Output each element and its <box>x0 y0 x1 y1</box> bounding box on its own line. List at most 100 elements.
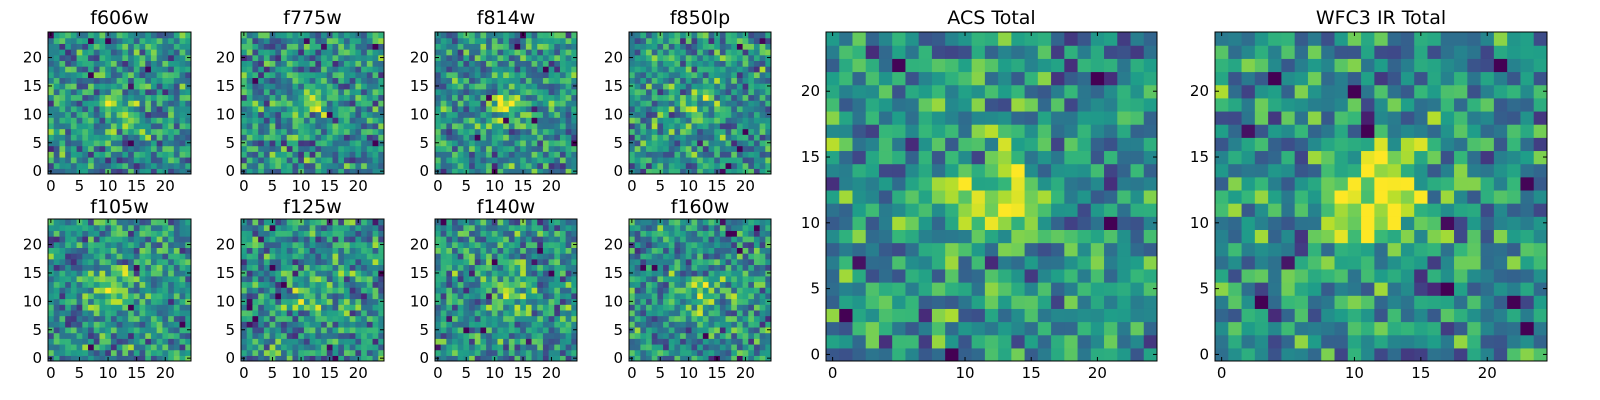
heatmap-cell <box>691 32 698 39</box>
heatmap-cell <box>559 253 567 260</box>
heatmap-cell <box>554 338 561 345</box>
heatmap-cell <box>326 77 334 84</box>
heatmap-cell <box>173 66 181 73</box>
heatmap-cell <box>378 162 384 169</box>
heatmap-cell <box>173 355 181 361</box>
heatmap-cell <box>446 71 453 79</box>
heatmap-cell <box>457 49 464 56</box>
heatmap-cell <box>520 287 527 294</box>
heatmap-cell <box>525 343 533 351</box>
heatmap-cell <box>691 156 698 164</box>
heatmap-cell <box>748 343 755 351</box>
heatmap-cell <box>646 43 653 50</box>
heatmap-cell <box>446 37 453 44</box>
heatmap-cell <box>525 94 533 101</box>
heatmap-cell <box>674 309 681 317</box>
heatmap-cell <box>185 32 191 39</box>
heatmap-cell <box>263 355 271 361</box>
heatmap-cell <box>503 49 510 56</box>
heatmap-cell <box>474 292 482 300</box>
heatmap-cell <box>663 88 670 96</box>
heatmap-cell <box>361 49 368 56</box>
heatmap-cell <box>326 94 334 101</box>
heatmap-cell <box>497 134 504 141</box>
heatmap-cell <box>571 117 577 124</box>
heatmap-cell <box>742 315 749 322</box>
heatmap-cell <box>309 270 316 277</box>
heatmap-cell <box>349 281 356 288</box>
heatmap-cell <box>725 43 732 50</box>
heatmap-cell <box>145 37 152 44</box>
heatmap-cell <box>514 241 521 248</box>
heatmap-cell <box>491 100 499 107</box>
heatmap-cell <box>657 60 664 67</box>
heatmap-cell <box>646 326 653 334</box>
heatmap-cell <box>525 162 533 169</box>
heatmap-cell <box>139 258 146 266</box>
heatmap-cell <box>269 264 276 271</box>
heatmap-cell <box>508 315 516 322</box>
heatmap-cell <box>629 156 636 164</box>
heatmap-cell <box>491 287 499 294</box>
heatmap-cell <box>702 100 710 107</box>
heatmap-cell <box>179 66 186 73</box>
heatmap-cell <box>731 355 738 361</box>
heatmap-cell <box>469 60 476 67</box>
heatmap-cell <box>156 281 163 288</box>
heatmap-cell <box>531 151 538 158</box>
heatmap-cell <box>173 281 181 288</box>
heatmap-cell <box>719 83 727 90</box>
heatmap-cell <box>286 304 294 311</box>
heatmap-cell <box>332 162 339 169</box>
heatmap-cell <box>372 304 379 311</box>
heatmap-cell <box>116 287 123 294</box>
heatmap-cell <box>668 94 676 101</box>
heatmap-cell <box>179 100 186 107</box>
heatmap-cell <box>298 128 305 135</box>
heatmap-cell <box>258 287 265 294</box>
heatmap-cell <box>702 162 710 169</box>
heatmap-cell <box>634 168 641 174</box>
heatmap-cell <box>338 60 345 67</box>
heatmap-cell <box>298 315 305 322</box>
heatmap-cell <box>355 304 362 311</box>
heatmap-cell <box>554 219 561 226</box>
heatmap-cell <box>520 309 527 317</box>
heatmap-cell <box>122 122 129 130</box>
heatmap-cell <box>440 219 447 226</box>
heatmap-cell <box>292 287 299 294</box>
heatmap-cell <box>173 338 181 345</box>
heatmap-cell <box>531 315 538 322</box>
heatmap-cell <box>99 128 106 135</box>
heatmap-cell <box>76 94 83 101</box>
heatmap-cell <box>355 275 362 283</box>
heatmap-cell <box>503 275 510 283</box>
heatmap-cell <box>53 224 61 231</box>
heatmap-cell <box>133 281 141 288</box>
heatmap-cell <box>286 309 294 317</box>
heatmap-cell <box>321 49 328 56</box>
heatmap-cell <box>440 100 447 107</box>
heatmap-cell <box>663 49 670 56</box>
heatmap-cell <box>128 287 135 294</box>
heatmap-cell <box>292 100 299 107</box>
heatmap-cell <box>440 315 447 322</box>
heatmap-cell <box>674 71 681 79</box>
heatmap-cell <box>275 37 282 44</box>
heatmap-cell <box>349 128 356 135</box>
heatmap-cell <box>651 43 658 50</box>
heatmap-cell <box>281 122 288 130</box>
heatmap-cell <box>116 49 123 56</box>
x-tick-label: 0 <box>433 177 443 195</box>
heatmap-cell <box>691 332 698 339</box>
heatmap-cell <box>697 343 704 351</box>
heatmap-cell <box>742 105 749 113</box>
heatmap-cell <box>697 77 704 84</box>
heatmap-cell <box>691 151 698 158</box>
heatmap-cell <box>76 151 83 158</box>
heatmap-cell <box>145 304 152 311</box>
heatmap-cell <box>82 304 89 311</box>
heatmap-cell <box>133 258 141 266</box>
heatmap-cell <box>674 304 681 311</box>
heatmap-cell <box>116 156 123 164</box>
